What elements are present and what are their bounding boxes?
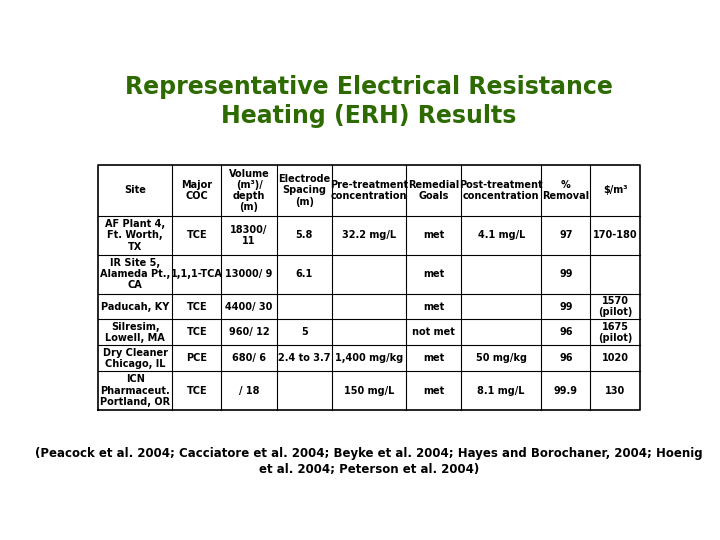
Text: 50 mg/kg: 50 mg/kg [476,353,527,363]
Text: Site: Site [125,185,146,195]
Text: $/m³: $/m³ [603,185,627,195]
Text: Dry Cleaner
Chicago, IL: Dry Cleaner Chicago, IL [103,348,168,369]
Text: TCE: TCE [186,386,207,395]
Text: 18300/
11: 18300/ 11 [230,225,268,246]
Text: 4400/ 30: 4400/ 30 [225,301,273,312]
Text: (Peacock et al. 2004; Cacciatore et al. 2004; Beyke et al. 2004; Hayes and Boroc: (Peacock et al. 2004; Cacciatore et al. … [35,447,703,476]
Text: TCE: TCE [186,301,207,312]
Text: 13000/ 9: 13000/ 9 [225,269,273,279]
Text: TCE: TCE [186,231,207,240]
Text: AF Plant 4,
Ft. Worth,
TX: AF Plant 4, Ft. Worth, TX [105,219,166,252]
Text: 99.9: 99.9 [554,386,578,395]
Text: 4.1 mg/L: 4.1 mg/L [477,231,525,240]
Text: 99: 99 [559,301,572,312]
Text: 96: 96 [559,353,572,363]
Text: met: met [423,353,444,363]
Text: met: met [423,231,444,240]
Text: %
Removal: % Removal [542,180,590,201]
Text: 1570
(pilot): 1570 (pilot) [598,296,632,317]
Text: 6.1: 6.1 [296,269,313,279]
Text: 99: 99 [559,269,572,279]
Text: Pre-treatment
concentration: Pre-treatment concentration [330,180,408,201]
Text: ICN
Pharmaceut.
Portland, OR: ICN Pharmaceut. Portland, OR [100,374,171,407]
Text: 960/ 12: 960/ 12 [229,327,269,338]
Text: 1020: 1020 [601,353,629,363]
Text: 1675
(pilot): 1675 (pilot) [598,322,632,343]
Text: 96: 96 [559,327,572,338]
Text: Paducah, KY: Paducah, KY [101,301,169,312]
Text: TCE: TCE [186,327,207,338]
Text: 150 mg/L: 150 mg/L [344,386,394,395]
Text: 1,1,1-TCA: 1,1,1-TCA [171,269,222,279]
Text: met: met [423,386,444,395]
Text: Silresim,
Lowell, MA: Silresim, Lowell, MA [105,322,165,343]
Text: 170-180: 170-180 [593,231,637,240]
Text: Representative Electrical Resistance
Heating (ERH) Results: Representative Electrical Resistance Hea… [125,75,613,128]
Text: not met: not met [412,327,455,338]
Text: 2.4 to 3.7: 2.4 to 3.7 [278,353,330,363]
Text: Volume
(m³)/
depth
(m): Volume (m³)/ depth (m) [229,168,269,212]
Text: / 18: / 18 [239,386,259,395]
Text: PCE: PCE [186,353,207,363]
Text: IR Site 5,
Alameda Pt.,
CA: IR Site 5, Alameda Pt., CA [100,258,171,291]
Text: 8.1 mg/L: 8.1 mg/L [477,386,525,395]
Text: met: met [423,269,444,279]
Text: Major
COC: Major COC [181,180,212,201]
Text: 1,400 mg/kg: 1,400 mg/kg [335,353,403,363]
Text: 32.2 mg/L: 32.2 mg/L [342,231,396,240]
Text: Electrode
Spacing
(m): Electrode Spacing (m) [279,174,330,207]
Text: 5.8: 5.8 [296,231,313,240]
Text: met: met [423,301,444,312]
Text: 97: 97 [559,231,572,240]
Text: 130: 130 [605,386,625,395]
Text: 5: 5 [301,327,307,338]
Text: Remedial
Goals: Remedial Goals [408,180,459,201]
Text: Post-treatment
concentration: Post-treatment concentration [459,180,543,201]
Text: 680/ 6: 680/ 6 [232,353,266,363]
